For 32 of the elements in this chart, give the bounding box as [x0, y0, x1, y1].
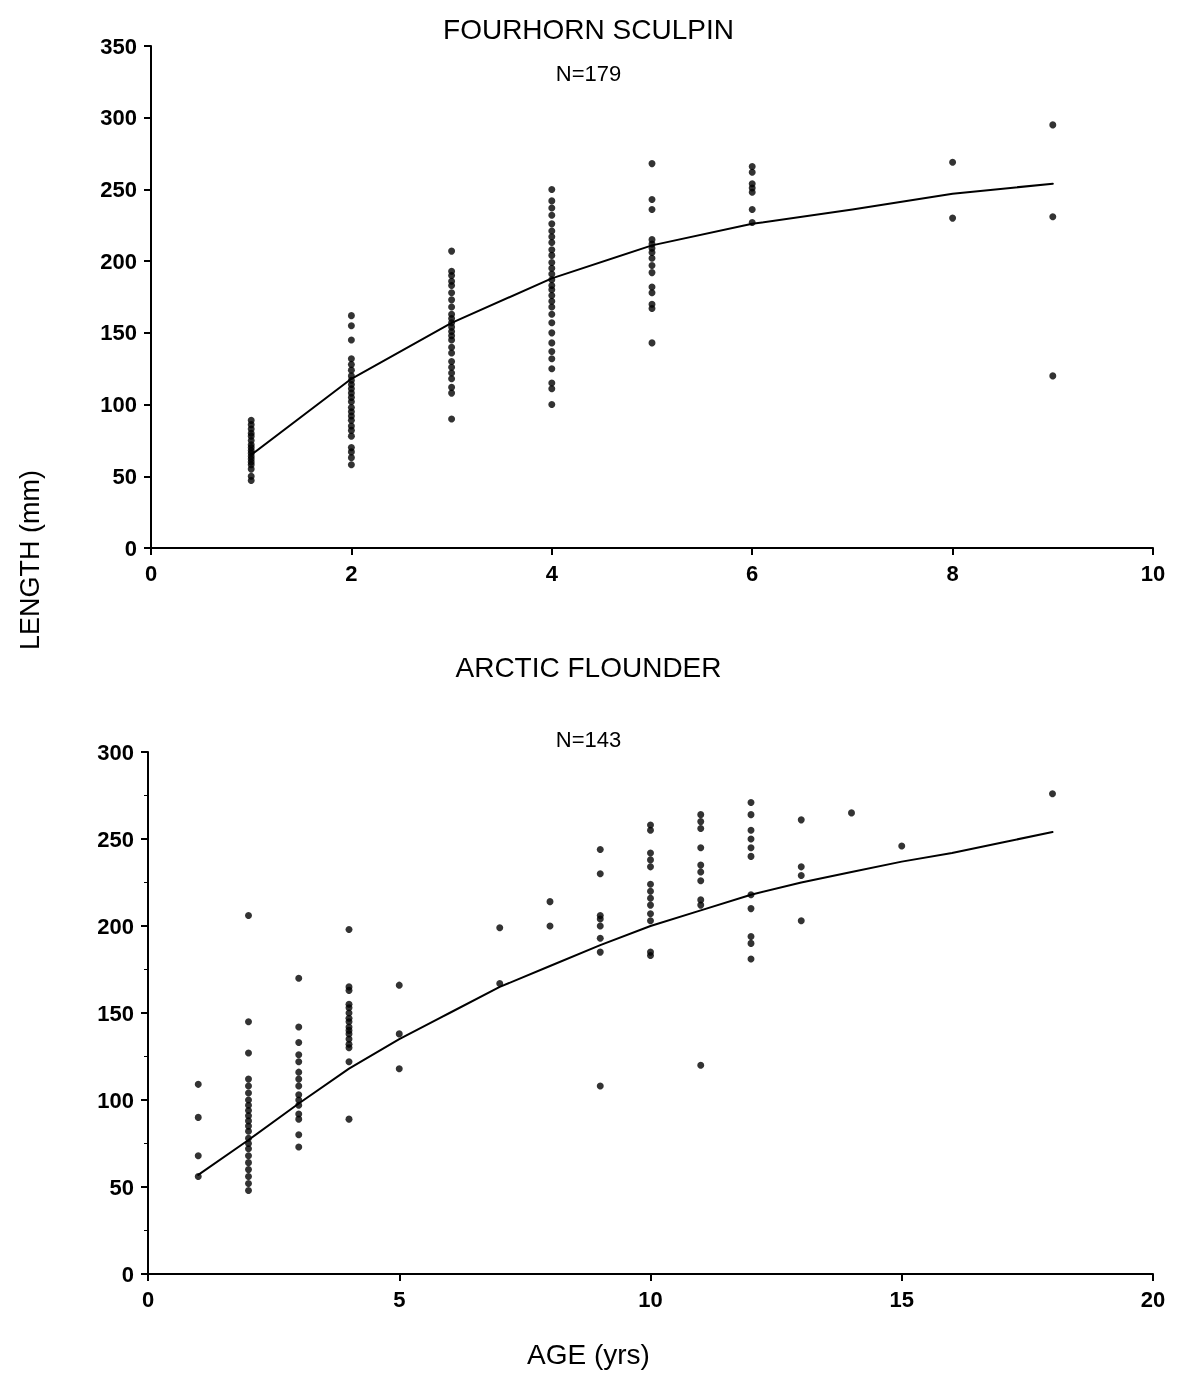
y-tick-label: 200 — [100, 248, 137, 274]
x-tick-label: 10 — [1140, 560, 1166, 586]
y-tick-label: 250 — [100, 176, 137, 202]
y-tick-label: 350 — [100, 33, 137, 59]
y-tick-label: 200 — [97, 913, 134, 939]
annotation: N=179 — [555, 60, 622, 86]
y-tick-label: 300 — [97, 739, 134, 765]
x-tick-label: 6 — [746, 560, 759, 586]
y-tick-label: 0 — [124, 535, 137, 561]
y-tick-label: 300 — [100, 105, 137, 131]
y-tick-label: 50 — [109, 1174, 134, 1200]
x-tick-label: 10 — [638, 1286, 663, 1312]
chart-title: ARCTIC FLOUNDER — [455, 651, 722, 683]
y-tick-label: 250 — [97, 826, 134, 852]
y-tick-label: 150 — [97, 1000, 134, 1026]
y-tick-label: 150 — [100, 320, 137, 346]
x-tick-label: 8 — [946, 560, 959, 586]
x-tick-label: 2 — [345, 560, 358, 586]
x-tick-label: 5 — [393, 1286, 406, 1312]
text: N=143 — [555, 726, 622, 752]
y-tick-label: 100 — [97, 1087, 134, 1113]
y-tick-label: 100 — [100, 392, 137, 418]
x-tick-label: 15 — [889, 1286, 914, 1312]
x-tick-label: 0 — [141, 1286, 155, 1312]
x-tick-label: 0 — [144, 560, 158, 586]
x-axis-title: AGE (yrs) — [527, 1338, 650, 1370]
y-axis-title: LENGTH (mm) — [14, 470, 46, 650]
y-tick-label: 0 — [121, 1261, 134, 1287]
x-tick-label: 4 — [545, 560, 559, 586]
chart-title: FOURHORN SCULPIN — [443, 13, 734, 45]
x-tick-label: 20 — [1140, 1286, 1166, 1312]
y-tick-label: 50 — [112, 463, 137, 489]
